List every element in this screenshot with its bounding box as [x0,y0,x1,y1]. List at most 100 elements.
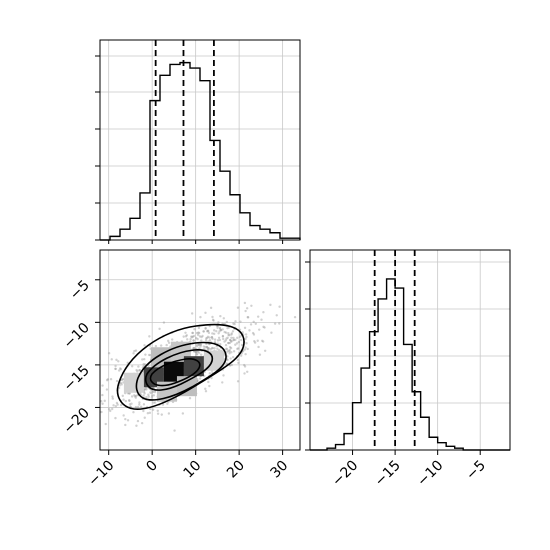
joint-point [269,303,272,307]
joint-point [148,335,151,338]
joint-point [228,348,231,352]
joint-point [104,422,107,426]
joint-point [134,405,138,409]
joint-point [222,337,225,341]
joint-point [211,347,214,350]
joint-point [162,321,166,324]
joint-point [147,395,150,398]
joint-contours [116,323,245,410]
joint-point [105,388,109,391]
joint-point [146,412,150,415]
joint-point [184,331,187,334]
joint-point [100,410,103,414]
joint-point [128,392,131,395]
joint-point [139,392,142,395]
joint-point [222,374,225,377]
joint-point [135,368,138,372]
joint-point [207,331,211,335]
joint-point [243,326,247,330]
hist-y-step-line [310,278,510,451]
joint-point [192,334,196,338]
joint-point [111,395,114,398]
joint-point [189,337,192,341]
joint-point [233,322,236,326]
joint-point [224,343,228,347]
joint-point [213,346,216,350]
joint-point [230,363,233,367]
joint-xtick-label: 10 [181,458,205,482]
joint-point [236,347,239,351]
joint-point [145,388,148,391]
joint-point [212,329,216,332]
joint-point [204,327,207,330]
joint-point [227,332,230,335]
joint-point [258,328,261,331]
joint-point [236,380,240,383]
joint-point [208,372,211,375]
joint-point [225,320,228,324]
joint-point [120,383,123,386]
joint-point [190,312,194,315]
joint-point [151,390,154,393]
joint-ytick-label: −15 [61,362,93,394]
joint-point [210,376,213,380]
joint-point [207,380,210,384]
joint-point [197,351,201,354]
joint-point [246,316,249,319]
joint-point [196,379,199,383]
joint-point [185,334,189,337]
joint-point [207,329,210,333]
joint-point [114,364,117,368]
joint-point [138,369,141,372]
joint-point [119,381,123,385]
joint-point [144,387,147,391]
joint-point [151,408,155,411]
joint-point [111,397,115,400]
joint-point [245,342,248,345]
joint-point [151,390,155,394]
joint-point [250,304,253,308]
joint-point [195,336,198,340]
joint-point [192,339,195,342]
joint-point [245,335,248,339]
joint-point [105,379,109,382]
joint-point [124,417,127,421]
joint-point [201,334,204,338]
joint-point [107,351,111,355]
joint-point [142,394,145,397]
joint-point [249,323,253,326]
joint-point [239,338,243,342]
joint-xtick-label: 0 [143,458,161,476]
joint-point [261,340,265,343]
joint-point [257,345,260,349]
joint-point [244,346,247,349]
joint-point [261,339,264,343]
joint-point [103,399,106,403]
joint-point [226,326,229,330]
joint-point [219,314,222,318]
joint-point [238,335,242,339]
joint-point [221,328,224,331]
joint-point [152,401,155,404]
joint-point [232,336,235,340]
joint-point [219,328,223,332]
joint-point [195,343,198,346]
joint-point [243,301,247,305]
joint-point [161,403,165,406]
hist-x-frame [99,39,301,241]
joint-point [114,404,118,408]
joint-point [142,403,146,406]
joint-point [150,394,154,398]
joint-point [167,412,171,415]
joint-point [252,320,255,324]
joint-point [205,345,209,349]
joint-point [216,347,219,350]
joint-point [153,390,157,394]
joint-point [166,339,170,343]
joint-point [216,326,219,329]
joint-point [210,336,214,339]
joint-point [143,358,146,361]
joint-point [109,409,112,413]
joint-point [262,325,265,329]
joint-point [141,358,144,361]
